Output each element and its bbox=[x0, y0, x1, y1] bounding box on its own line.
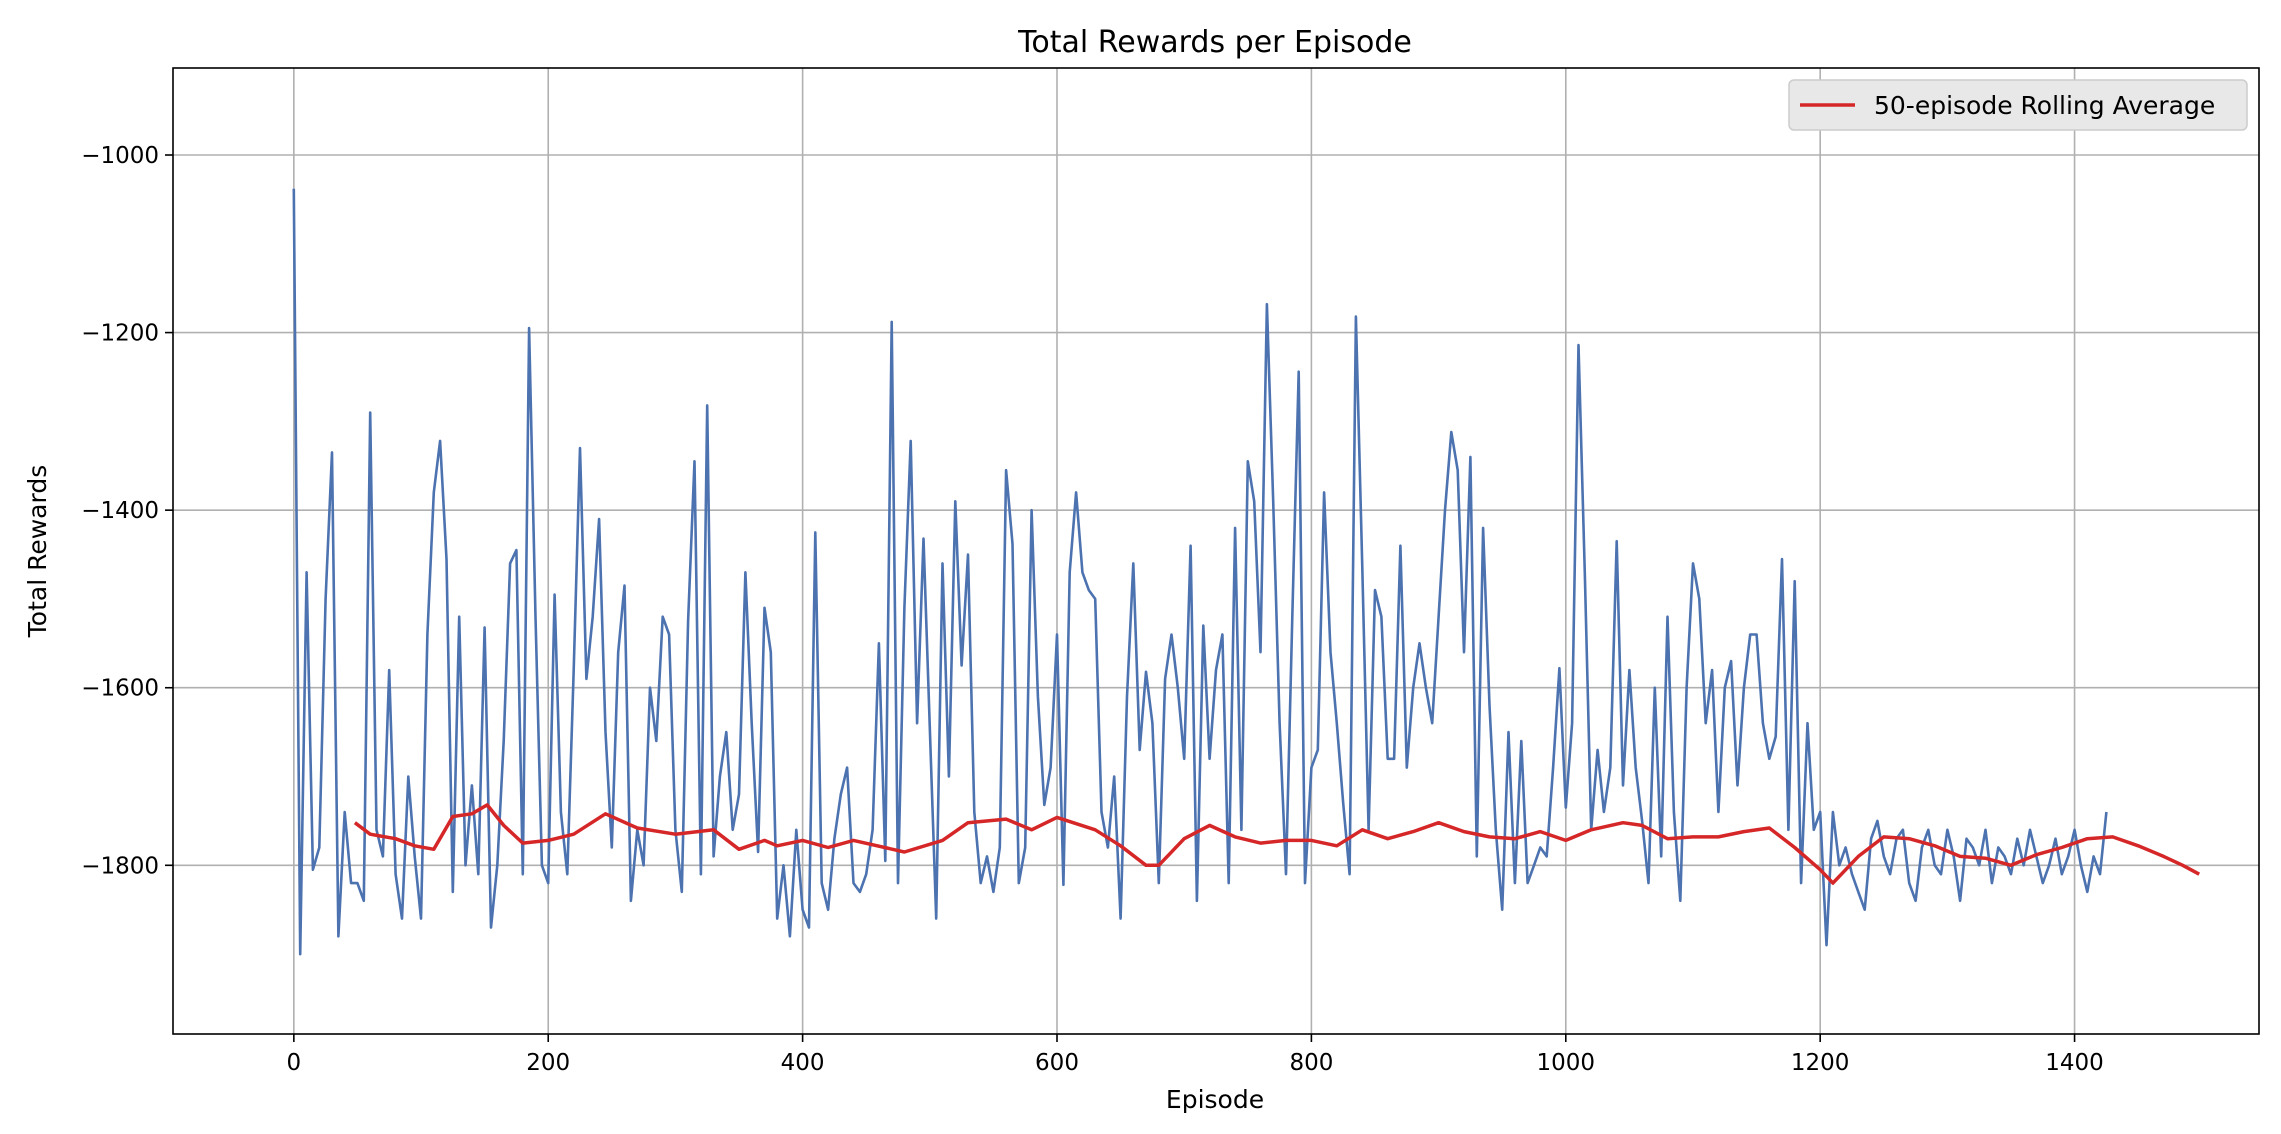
raw-rewards-line bbox=[292, 188, 2108, 956]
x-tick-label: 0 bbox=[287, 1050, 302, 1076]
x-tick-label: 1200 bbox=[1791, 1050, 1850, 1076]
x-tick-label: 200 bbox=[526, 1050, 570, 1076]
y-axis-title: Total Rewards bbox=[23, 465, 52, 638]
chart-title: Total Rewards per Episode bbox=[1017, 25, 1412, 60]
x-axis-title: Episode bbox=[1166, 1085, 1264, 1114]
rolling-average-line bbox=[353, 803, 2201, 885]
x-tick-label: 1000 bbox=[1537, 1050, 1596, 1076]
legend: 50-episode Rolling Average bbox=[1788, 79, 2248, 131]
grid bbox=[173, 68, 2259, 1034]
x-tick-label: 600 bbox=[1035, 1050, 1079, 1076]
legend-label-rolling-average: 50-episode Rolling Average bbox=[1874, 91, 2215, 120]
x-tick-label: 800 bbox=[1289, 1050, 1333, 1076]
legend-box bbox=[1788, 79, 2248, 131]
axes-frame bbox=[172, 67, 2260, 1035]
series-layer bbox=[292, 188, 2201, 956]
x-tick-label: 400 bbox=[781, 1050, 825, 1076]
y-tick-label: −1600 bbox=[81, 676, 159, 702]
x-tick-label: 1400 bbox=[2045, 1050, 2104, 1076]
y-tick-label: −1200 bbox=[81, 321, 159, 347]
y-tick-label: −1400 bbox=[81, 498, 159, 524]
ticks: 0 200 400 600 800 1000 1200 1400 −1800 −1600 −1400… bbox=[81, 143, 2104, 1076]
y-tick-label: −1000 bbox=[81, 143, 159, 169]
y-tick-label: −1800 bbox=[81, 853, 159, 879]
